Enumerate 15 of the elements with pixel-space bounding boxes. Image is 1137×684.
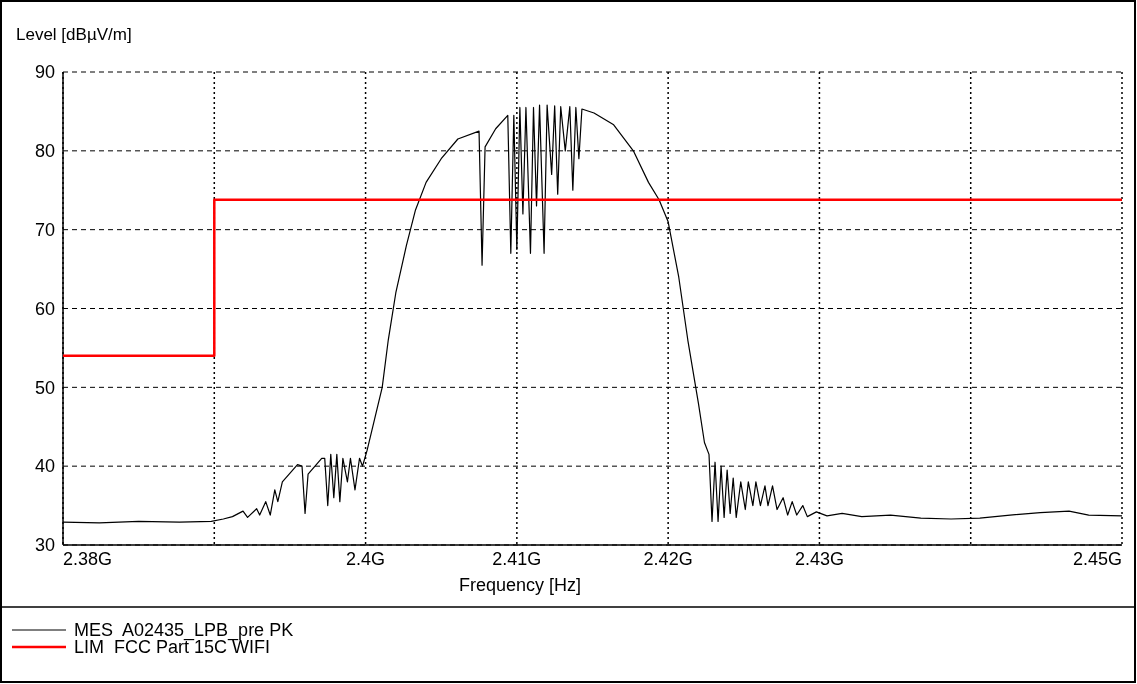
y-tick-label: 60 [34, 298, 55, 319]
y-tick-label: 30 [34, 535, 55, 556]
y-axis-title: Level [dBµV/m] [16, 25, 132, 44]
y-tick-label: 80 [34, 141, 55, 162]
x-tick-label: 2.4G [346, 549, 386, 569]
x-tick-label: 2.38G [63, 549, 113, 569]
y-tick-label: 50 [34, 377, 55, 398]
x-tick-label: 2.43G [794, 549, 844, 569]
y-tick-label: 90 [34, 62, 55, 83]
x-axis-title: Frequency [Hz] [458, 575, 582, 595]
x-tick-label: 2.42G [643, 549, 693, 569]
x-tick-label: 2.45G [1072, 549, 1122, 569]
y-tick-label: 40 [34, 456, 55, 477]
y-tick-label: 70 [34, 219, 55, 240]
x-tick-label: 2.41G [492, 549, 542, 569]
